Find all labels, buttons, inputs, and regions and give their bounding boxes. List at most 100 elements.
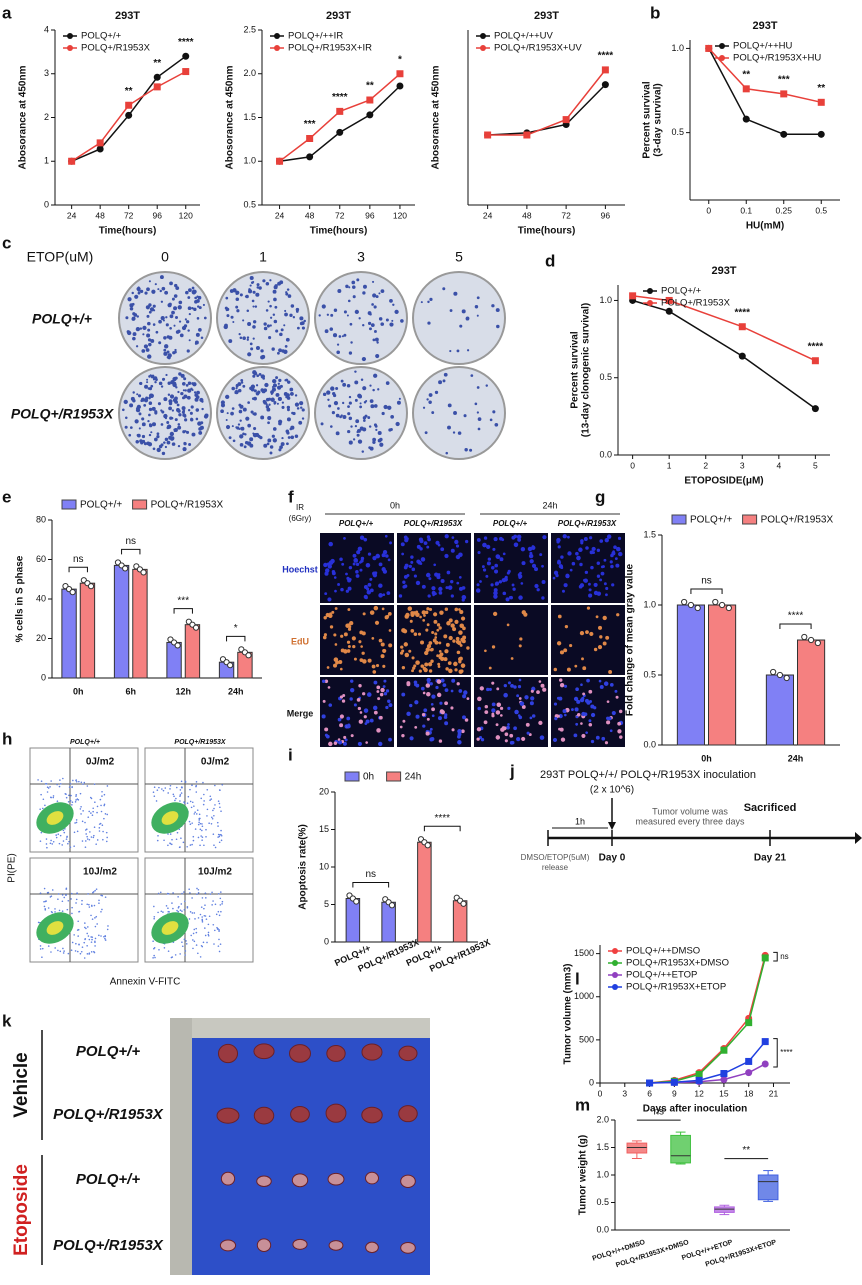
event [43, 900, 45, 903]
colony [156, 434, 160, 439]
colony [157, 402, 161, 406]
legend-marker [612, 972, 618, 978]
cell [476, 537, 481, 542]
cell [560, 555, 564, 559]
x-tick-label: POLQ+/R1953X [428, 937, 492, 974]
event [207, 923, 210, 926]
event [80, 950, 83, 953]
colony [347, 429, 351, 434]
colony [146, 287, 150, 292]
cell [556, 714, 560, 718]
bracket [690, 588, 723, 594]
event [203, 793, 205, 796]
colony [157, 288, 160, 291]
event [171, 902, 173, 904]
colony [187, 329, 190, 332]
colony [175, 316, 179, 320]
colony [385, 318, 389, 322]
cell [517, 685, 522, 689]
plate [118, 366, 212, 460]
colony [354, 309, 359, 314]
cell [380, 654, 385, 659]
colony [341, 335, 344, 338]
event [57, 893, 60, 895]
cell [599, 578, 603, 582]
event [100, 894, 102, 897]
event [220, 829, 222, 832]
colony [174, 348, 177, 352]
tumor [325, 1103, 347, 1123]
colony [289, 387, 294, 392]
label: 3 [357, 249, 365, 265]
cell [530, 689, 534, 693]
cell [359, 535, 365, 540]
cell [436, 623, 441, 627]
colony [246, 309, 250, 312]
colony [171, 297, 175, 301]
x-tick-label: 72 [335, 210, 345, 220]
cell [437, 665, 441, 668]
label: 10J/m2 [83, 867, 117, 878]
colony [239, 443, 244, 447]
cell [358, 684, 362, 688]
y-axis-label: (3-day survival) [653, 83, 664, 156]
legend-marker [480, 33, 486, 39]
legend-label: POLQ+/R1953X+DMSO [626, 958, 729, 969]
y-tick-label: 60 [36, 554, 46, 564]
event [104, 935, 107, 937]
event [186, 906, 189, 908]
colony [163, 351, 168, 356]
y-tick-label: 0 [44, 199, 49, 209]
cell [531, 545, 536, 550]
point [96, 139, 104, 147]
point [811, 357, 819, 365]
colony [255, 384, 259, 387]
colony [153, 309, 156, 312]
cell [588, 722, 593, 727]
point [742, 85, 750, 93]
legend-label: POLQ+/R1953X+HU [733, 53, 821, 64]
cell [372, 571, 377, 576]
event [156, 839, 159, 842]
cell [426, 545, 430, 549]
colony [369, 384, 372, 387]
colony [191, 290, 197, 295]
colony [324, 329, 329, 334]
bar [417, 841, 432, 943]
colony [284, 312, 288, 317]
cell [385, 705, 389, 710]
x-axis-label: Days after inoculation [643, 1104, 747, 1115]
cell [378, 562, 383, 567]
event [69, 782, 72, 785]
cell [403, 584, 408, 588]
cell [573, 733, 578, 738]
legend-marker [67, 33, 73, 39]
cell [509, 595, 513, 600]
significance: *** [778, 75, 790, 86]
cell [440, 710, 445, 715]
colony [286, 408, 290, 412]
event [212, 809, 214, 812]
colony [477, 427, 481, 431]
label: 0J/m2 [86, 757, 115, 768]
event [205, 897, 207, 899]
event [65, 796, 68, 799]
colony [245, 294, 249, 299]
cell [357, 741, 362, 746]
event [88, 952, 91, 954]
colony [195, 332, 200, 337]
colony [132, 312, 136, 316]
event [63, 831, 66, 834]
label: 0h [390, 500, 400, 510]
colony [474, 305, 479, 309]
significance: * [398, 54, 402, 65]
cell [542, 687, 547, 692]
cell [482, 542, 487, 548]
cell [348, 565, 353, 570]
point [484, 131, 492, 139]
cell [579, 562, 583, 567]
cell [365, 741, 368, 744]
event [58, 909, 61, 912]
cell [496, 554, 501, 559]
event [84, 937, 87, 940]
